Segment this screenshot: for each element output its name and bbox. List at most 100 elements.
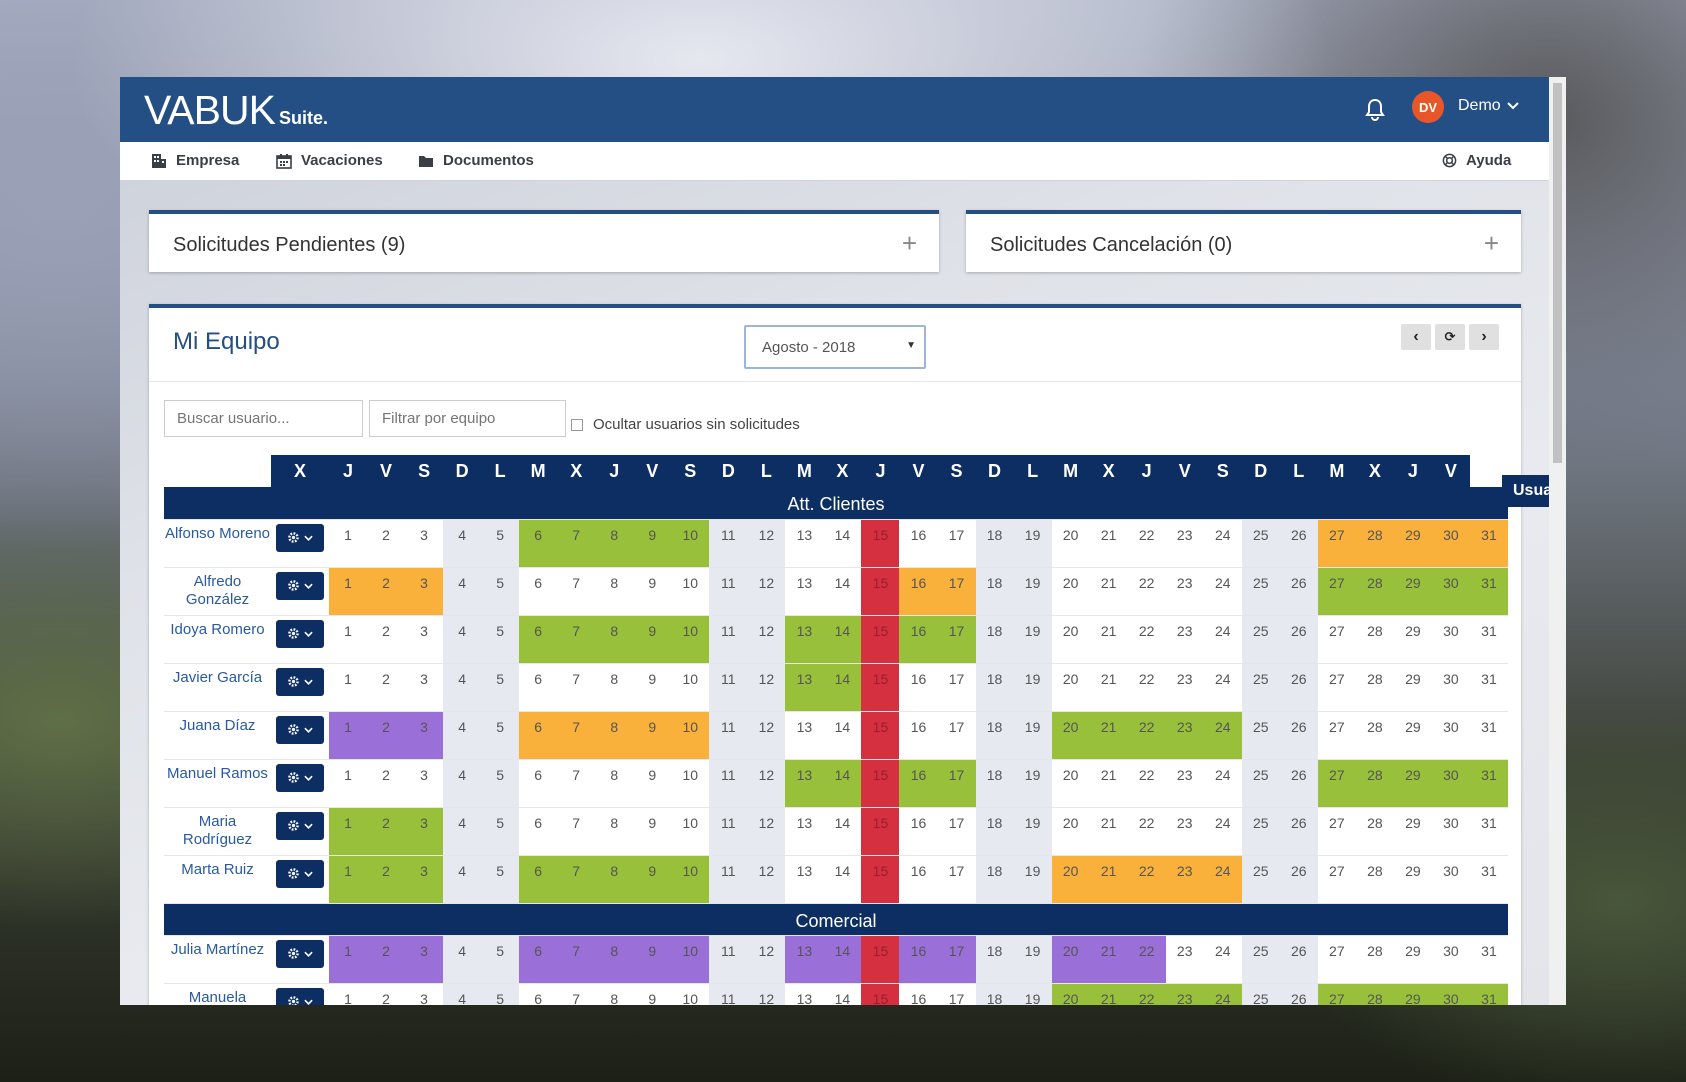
day-cell[interactable]: 21: [1089, 983, 1128, 1005]
day-cell[interactable]: 28: [1355, 663, 1394, 712]
day-cell[interactable]: 8: [595, 807, 634, 856]
day-cell[interactable]: 23: [1165, 663, 1204, 712]
day-cell[interactable]: 26: [1279, 759, 1318, 808]
day-cell[interactable]: 3: [405, 615, 444, 664]
nav-item-documentos[interactable]: Documentos: [418, 152, 534, 169]
day-cell[interactable]: 14: [823, 519, 862, 568]
day-cell[interactable]: 31: [1469, 855, 1508, 904]
user-actions-button[interactable]: [276, 619, 324, 648]
day-cell[interactable]: 14: [823, 855, 862, 904]
day-cell[interactable]: 10: [671, 567, 710, 616]
day-cell[interactable]: 4: [443, 519, 482, 568]
day-cell[interactable]: 10: [671, 663, 710, 712]
day-cell[interactable]: 21: [1089, 711, 1128, 760]
day-cell[interactable]: 16: [899, 983, 938, 1005]
day-cell[interactable]: 23: [1165, 855, 1204, 904]
day-cell[interactable]: 22: [1127, 983, 1166, 1005]
hide-users-checkbox[interactable]: Ocultar usuarios sin solicitudes: [571, 416, 800, 433]
day-cell[interactable]: 2: [367, 759, 406, 808]
day-cell[interactable]: 16: [899, 807, 938, 856]
day-cell[interactable]: 11: [709, 855, 748, 904]
day-cell[interactable]: 3: [405, 807, 444, 856]
day-cell[interactable]: 15: [861, 615, 900, 664]
day-cell[interactable]: 12: [747, 519, 786, 568]
day-cell[interactable]: 9: [633, 855, 672, 904]
day-cell[interactable]: 13: [785, 663, 824, 712]
day-cell[interactable]: 31: [1469, 615, 1508, 664]
day-cell[interactable]: 1: [329, 519, 368, 568]
nav-item-vacaciones[interactable]: Vacaciones: [276, 152, 383, 169]
day-cell[interactable]: 23: [1165, 935, 1204, 984]
day-cell[interactable]: 24: [1203, 663, 1242, 712]
day-cell[interactable]: 8: [595, 855, 634, 904]
day-cell[interactable]: 19: [1013, 567, 1052, 616]
day-cell[interactable]: 22: [1127, 615, 1166, 664]
day-cell[interactable]: 7: [557, 519, 596, 568]
day-cell[interactable]: 25: [1241, 983, 1280, 1005]
day-cell[interactable]: 17: [937, 759, 976, 808]
day-cell[interactable]: 4: [443, 663, 482, 712]
day-cell[interactable]: 8: [595, 663, 634, 712]
day-cell[interactable]: 31: [1469, 807, 1508, 856]
day-cell[interactable]: 11: [709, 519, 748, 568]
day-cell[interactable]: 14: [823, 615, 862, 664]
user-name-link[interactable]: Javier García: [164, 663, 271, 712]
day-cell[interactable]: 16: [899, 935, 938, 984]
day-cell[interactable]: 19: [1013, 855, 1052, 904]
day-cell[interactable]: 26: [1279, 935, 1318, 984]
day-cell[interactable]: 27: [1317, 711, 1356, 760]
day-cell[interactable]: 9: [633, 807, 672, 856]
day-cell[interactable]: 13: [785, 519, 824, 568]
day-cell[interactable]: 12: [747, 663, 786, 712]
day-cell[interactable]: 6: [519, 519, 558, 568]
day-cell[interactable]: 1: [329, 567, 368, 616]
day-cell[interactable]: 4: [443, 935, 482, 984]
day-cell[interactable]: 17: [937, 663, 976, 712]
day-cell[interactable]: 11: [709, 711, 748, 760]
day-cell[interactable]: 8: [595, 567, 634, 616]
day-cell[interactable]: 5: [481, 855, 520, 904]
day-cell[interactable]: 20: [1051, 983, 1090, 1005]
day-cell[interactable]: 28: [1355, 807, 1394, 856]
day-cell[interactable]: 1: [329, 759, 368, 808]
day-cell[interactable]: 10: [671, 519, 710, 568]
day-cell[interactable]: 3: [405, 935, 444, 984]
day-cell[interactable]: 29: [1393, 759, 1432, 808]
day-cell[interactable]: 5: [481, 711, 520, 760]
day-cell[interactable]: 14: [823, 935, 862, 984]
day-cell[interactable]: 21: [1089, 663, 1128, 712]
day-cell[interactable]: 27: [1317, 663, 1356, 712]
day-cell[interactable]: 25: [1241, 807, 1280, 856]
day-cell[interactable]: 13: [785, 615, 824, 664]
day-cell[interactable]: 18: [975, 759, 1014, 808]
day-cell[interactable]: 25: [1241, 855, 1280, 904]
day-cell[interactable]: 26: [1279, 519, 1318, 568]
day-cell[interactable]: 29: [1393, 663, 1432, 712]
day-cell[interactable]: 4: [443, 807, 482, 856]
day-cell[interactable]: 28: [1355, 567, 1394, 616]
user-name-link[interactable]: Julia Martínez: [164, 935, 271, 984]
day-cell[interactable]: 26: [1279, 855, 1318, 904]
day-cell[interactable]: 7: [557, 567, 596, 616]
day-cell[interactable]: 2: [367, 663, 406, 712]
day-cell[interactable]: 6: [519, 567, 558, 616]
day-cell[interactable]: 20: [1051, 519, 1090, 568]
day-cell[interactable]: 25: [1241, 615, 1280, 664]
day-cell[interactable]: 15: [861, 567, 900, 616]
day-cell[interactable]: 24: [1203, 935, 1242, 984]
day-cell[interactable]: 1: [329, 983, 368, 1005]
day-cell[interactable]: 10: [671, 759, 710, 808]
day-cell[interactable]: 19: [1013, 935, 1052, 984]
day-cell[interactable]: 20: [1051, 807, 1090, 856]
scrollbar[interactable]: [1549, 77, 1566, 1005]
nav-item-ayuda[interactable]: Ayuda: [1442, 152, 1511, 169]
day-cell[interactable]: 17: [937, 615, 976, 664]
day-cell[interactable]: 22: [1127, 663, 1166, 712]
day-cell[interactable]: 23: [1165, 983, 1204, 1005]
user-actions-button[interactable]: [276, 987, 324, 1005]
day-cell[interactable]: 4: [443, 759, 482, 808]
day-cell[interactable]: 12: [747, 855, 786, 904]
user-name-link[interactable]: Manuel Ramos: [164, 759, 271, 808]
user-name-link[interactable]: Idoya Romero: [164, 615, 271, 664]
day-cell[interactable]: 11: [709, 615, 748, 664]
